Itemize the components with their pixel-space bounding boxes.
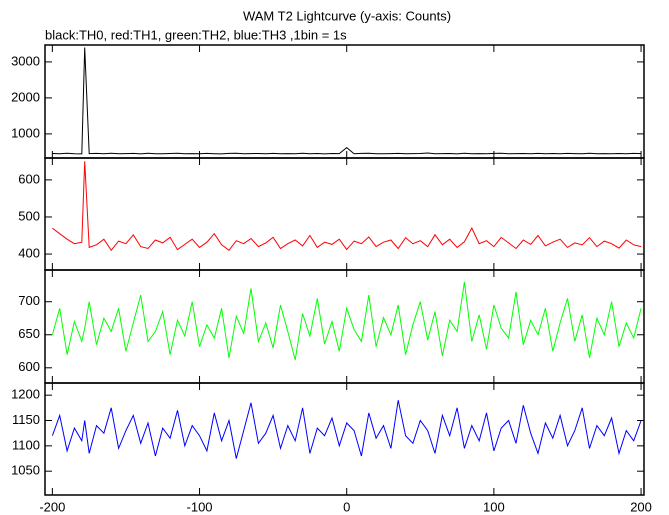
y-tick-label: 600 <box>18 359 40 374</box>
light-curve <box>51 400 642 459</box>
y-tick-label: 600 <box>18 171 40 186</box>
x-tick-label: 0 <box>343 499 350 514</box>
y-tick-label: 700 <box>18 293 40 308</box>
y-tick-label: 1050 <box>11 463 40 478</box>
y-tick-label: 1200 <box>11 387 40 402</box>
light-curve <box>51 281 642 361</box>
panel-frame <box>44 44 645 159</box>
x-tick-label: -100 <box>187 499 213 514</box>
y-tick-label: 400 <box>18 245 40 260</box>
light-curve <box>52 47 642 155</box>
panel-frame <box>44 382 645 496</box>
panel-frame <box>44 269 645 384</box>
y-tick-label: 1100 <box>12 437 40 452</box>
x-tick-label: -200 <box>39 499 65 514</box>
chart-subtitle: black:TH0, red:TH1, green:TH2, blue:TH3 … <box>45 27 347 42</box>
y-tick-label: 1150 <box>12 412 40 427</box>
light-curve <box>52 161 642 252</box>
y-tick-label: 2000 <box>11 89 40 104</box>
x-tick-label: 200 <box>630 499 652 514</box>
y-tick-label: 650 <box>18 326 40 341</box>
y-tick-label: 1000 <box>11 125 40 140</box>
y-tick-label: 500 <box>18 208 40 223</box>
chart-title: WAM T2 Lightcurve (y-axis: Counts) <box>243 8 451 23</box>
y-tick-label: 3000 <box>11 53 40 68</box>
x-tick-label: 100 <box>483 499 505 514</box>
panel-frame <box>44 157 645 271</box>
